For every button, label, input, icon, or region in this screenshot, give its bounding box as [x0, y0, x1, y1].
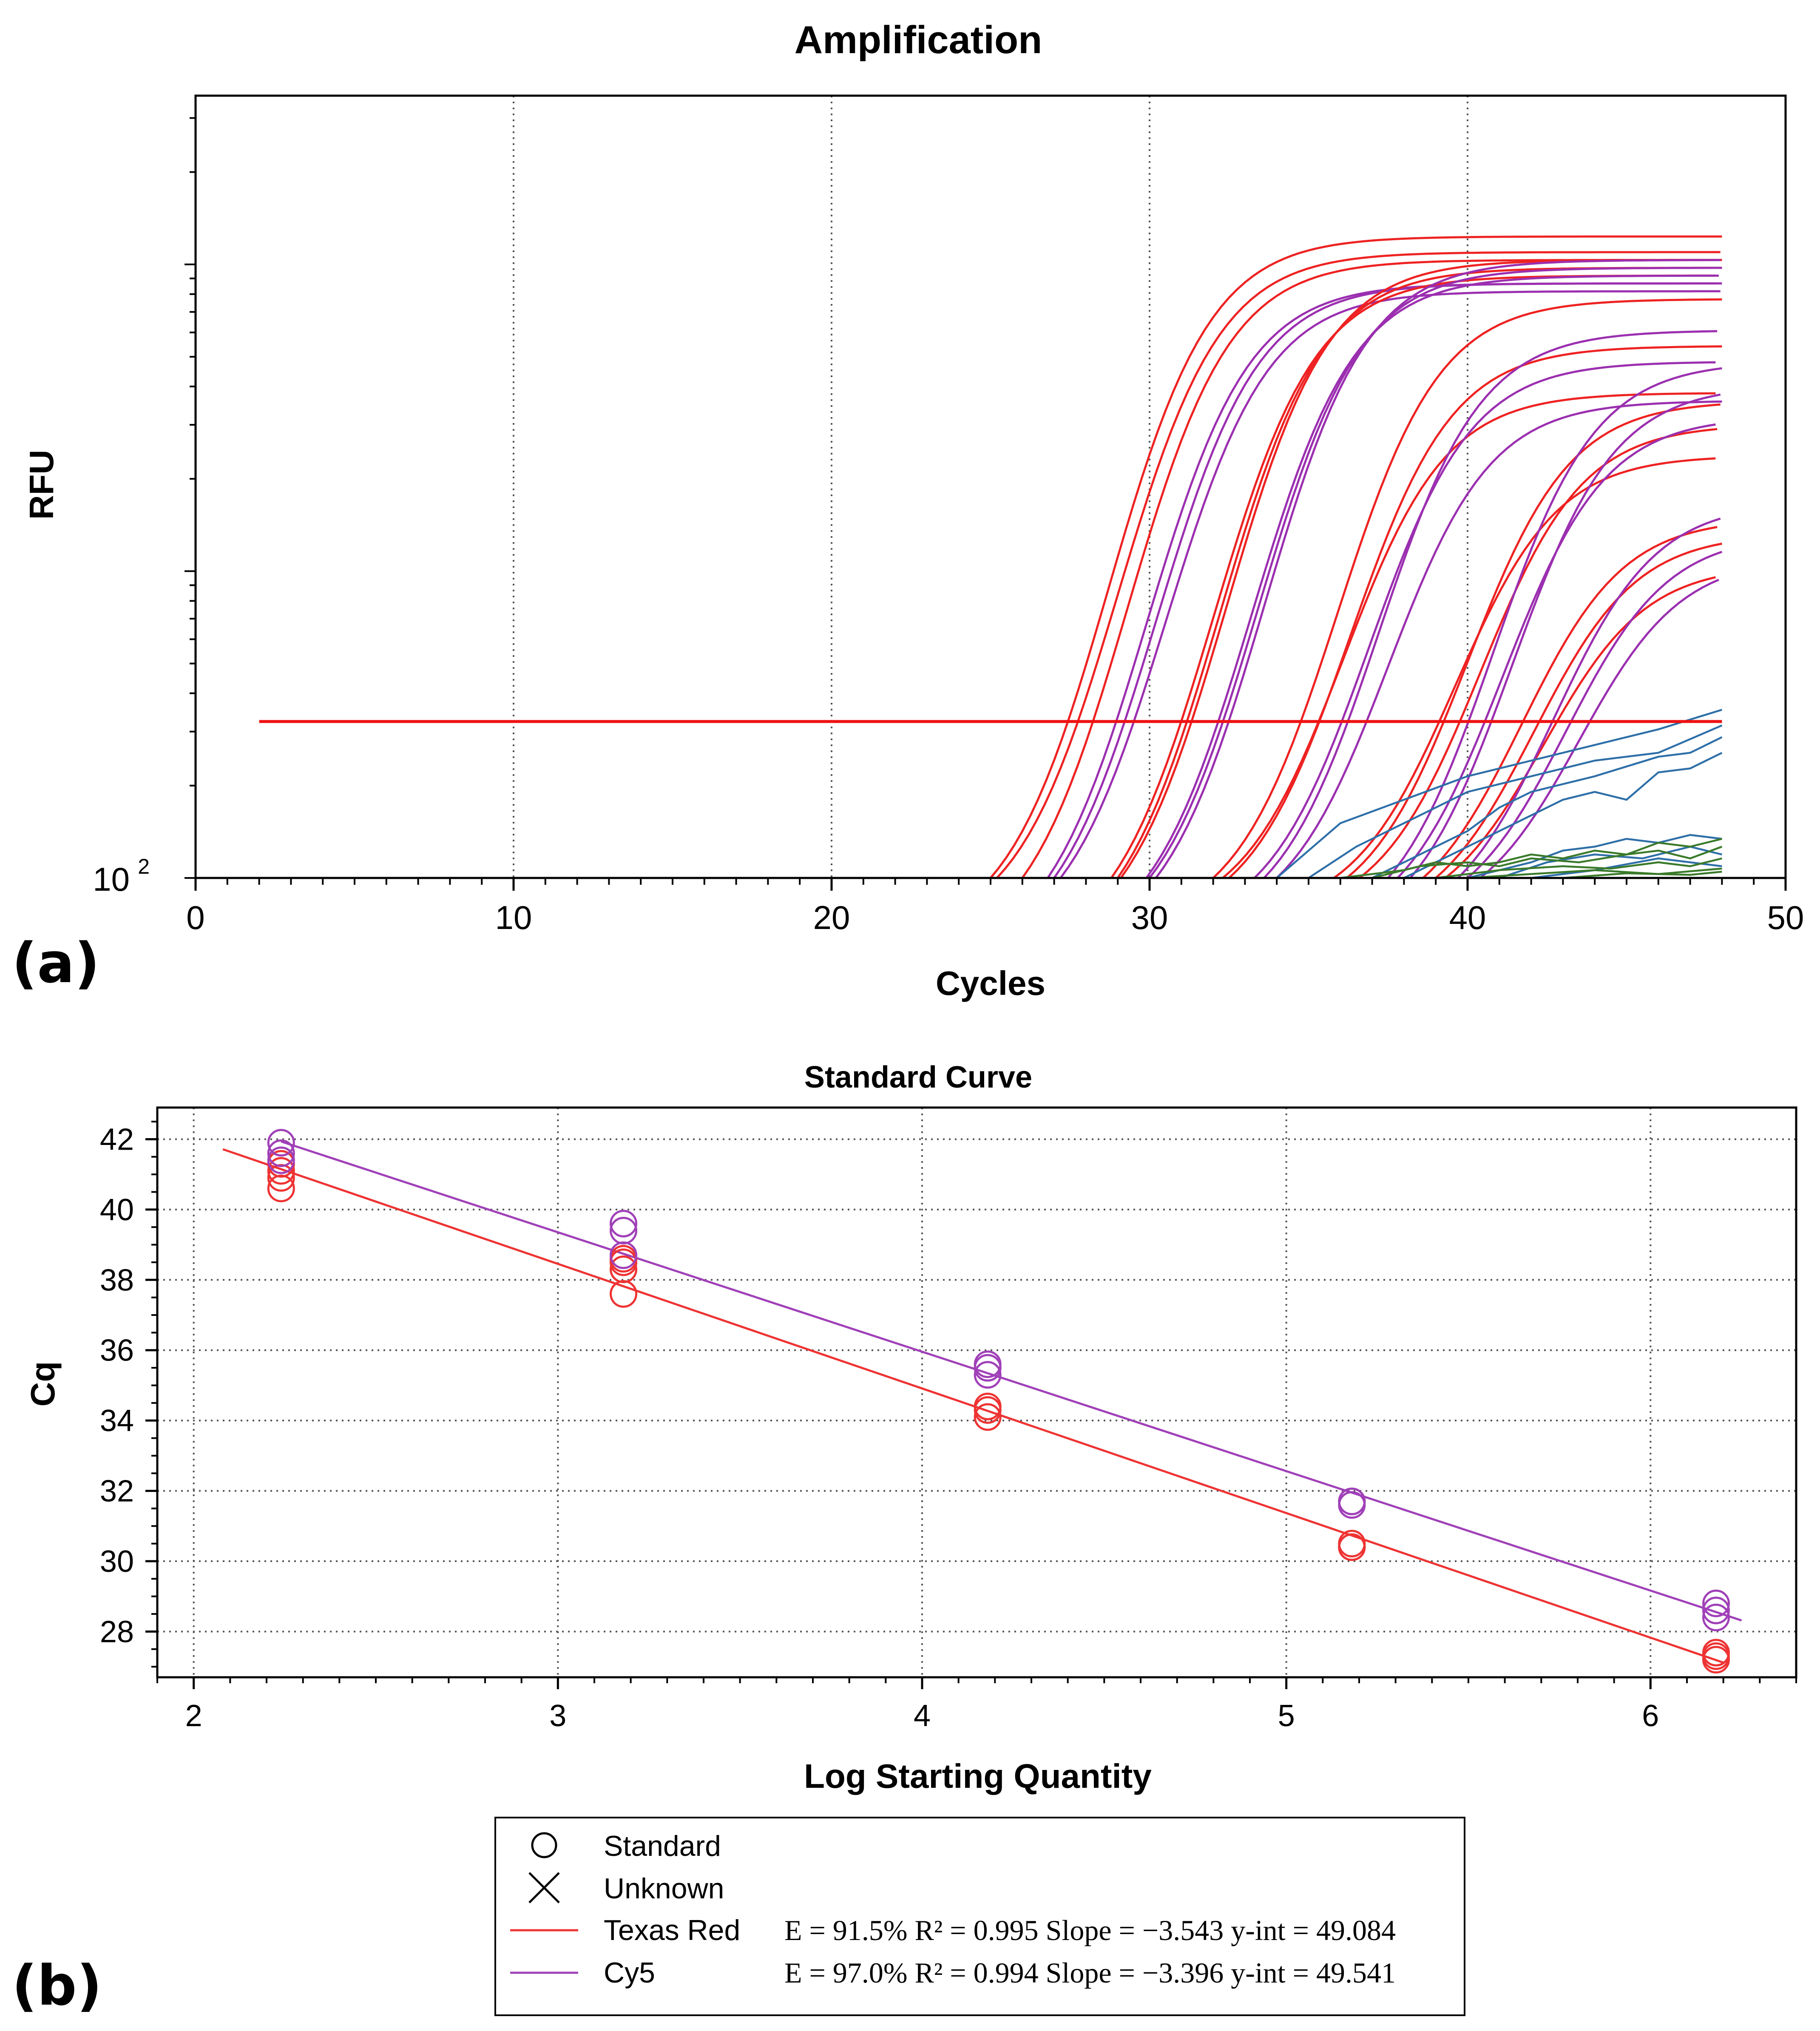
y-tick-label: 40: [100, 1193, 134, 1227]
y-tick-label: 42: [100, 1122, 134, 1156]
amplification-ticks: 0 10 20 30 40 50: [185, 118, 1804, 936]
standard-point[interactable]: [975, 1404, 1000, 1430]
amplification-curve[interactable]: [1334, 458, 1716, 878]
x-tick-label: 4: [914, 1699, 931, 1733]
standard-curve-y-label: Cq: [24, 1361, 62, 1407]
standard-curve-points: [268, 1130, 1729, 1673]
standard-point[interactable]: [1704, 1605, 1729, 1630]
amplification-curves: [991, 236, 1722, 878]
panel-label-b: (b): [12, 1953, 102, 2018]
amplification-curve[interactable]: [1223, 393, 1715, 878]
standard-curve-x-label: Log Starting Quantity: [804, 1757, 1152, 1795]
amplification-curve[interactable]: [1480, 580, 1719, 878]
legend-cy5-equation: E = 97.0% R² = 0.994 Slope = −3.396 y-in…: [784, 1957, 1396, 1989]
x-tick-label: 3: [549, 1699, 566, 1733]
standard-curve-fit-lines: [223, 1142, 1741, 1663]
panel-label-a: (a): [12, 931, 100, 995]
standard-point[interactable]: [1704, 1598, 1729, 1623]
amplification-plot-frame: [196, 96, 1786, 878]
amplification-curve[interactable]: [1156, 260, 1721, 878]
standard-point[interactable]: [611, 1211, 636, 1236]
amplification-chart: Amplification RFU Cycles 10 2 0 10 20 30 40 5…: [23, 18, 1804, 1002]
x-tick-label: 30: [1131, 899, 1168, 936]
legend: Standard Unknown Texas Red E = 91.5% R² …: [495, 1818, 1465, 2015]
amplification-title: Amplification: [795, 18, 1042, 62]
y-tick-label: 34: [100, 1404, 134, 1438]
y-tick-label-base: 10: [93, 861, 130, 898]
amplification-curve[interactable]: [1388, 368, 1722, 878]
y-tick-label-exponent: 2: [138, 855, 150, 878]
y-tick-label: 36: [100, 1334, 134, 1368]
x-tick-label: 5: [1278, 1699, 1295, 1733]
amplification-curve[interactable]: [1022, 260, 1722, 878]
legend-cy5-label: Cy5: [604, 1957, 655, 1989]
amplification-curve[interactable]: [1048, 284, 1716, 878]
x-tick-label: 10: [495, 899, 532, 936]
y-tick-label: 30: [100, 1545, 134, 1579]
fit-line[interactable]: [223, 1149, 1723, 1662]
amplification-curve[interactable]: [1061, 291, 1721, 878]
x-tick-label: 20: [813, 899, 850, 936]
y-tick-label: 32: [100, 1474, 134, 1508]
amplification-curve[interactable]: [1121, 260, 1718, 878]
standard-curve-chart: Standard Curve Cq Log Starting Quantity …: [24, 1060, 1796, 1795]
standard-point[interactable]: [268, 1141, 294, 1166]
standard-point[interactable]: [611, 1218, 636, 1244]
amplification-curve[interactable]: [1054, 284, 1722, 878]
y-tick-label: 38: [100, 1263, 134, 1297]
x-tick-label: 50: [1767, 899, 1804, 936]
standard-point[interactable]: [975, 1362, 1000, 1388]
amplification-grid: [514, 96, 1468, 878]
x-tick-label: 6: [1642, 1699, 1659, 1733]
x-tick-label: 2: [185, 1699, 202, 1733]
legend-unknown-label: Unknown: [604, 1872, 724, 1905]
standard-point[interactable]: [611, 1256, 636, 1282]
amplification-curve[interactable]: [1147, 276, 1719, 878]
legend-texas-red-equation: E = 91.5% R² = 0.995 Slope = −3.543 y-in…: [784, 1914, 1396, 1946]
amplification-y-label: RFU: [23, 450, 60, 520]
standard-point[interactable]: [611, 1281, 636, 1307]
x-tick-label: 40: [1449, 899, 1486, 936]
amplification-curve[interactable]: [1347, 404, 1721, 878]
amplification-curve[interactable]: [1436, 544, 1722, 878]
legend-texas-red-label: Texas Red: [604, 1914, 740, 1946]
standard-curve-grid: [157, 1108, 1796, 1677]
standard-curve-plot-frame: [157, 1108, 1796, 1677]
legend-standard-label: Standard: [604, 1830, 721, 1862]
fit-line[interactable]: [281, 1142, 1741, 1620]
standard-curve-title: Standard Curve: [804, 1060, 1032, 1094]
amplification-curve[interactable]: [997, 252, 1721, 878]
y-tick-label: 28: [100, 1615, 134, 1649]
figure: Amplification RFU Cycles 10 2 0 10 20 30 40 5…: [0, 0, 1820, 2031]
amplification-curve[interactable]: [1445, 577, 1716, 878]
amplification-curve[interactable]: [1118, 268, 1722, 878]
amplification-x-label: Cycles: [936, 964, 1045, 1002]
x-tick-label: 0: [186, 899, 204, 936]
